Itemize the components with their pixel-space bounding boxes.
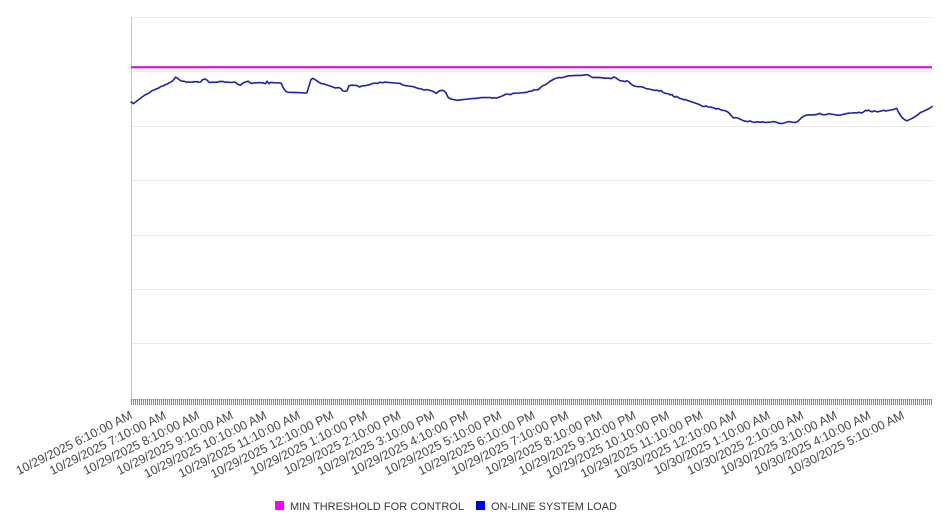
svg-text:ON-LINE SYSTEM LOAD: ON-LINE SYSTEM LOAD [491,501,617,513]
svg-text:MIN THRESHOLD FOR CONTROL: MIN THRESHOLD FOR CONTROL [290,501,464,513]
